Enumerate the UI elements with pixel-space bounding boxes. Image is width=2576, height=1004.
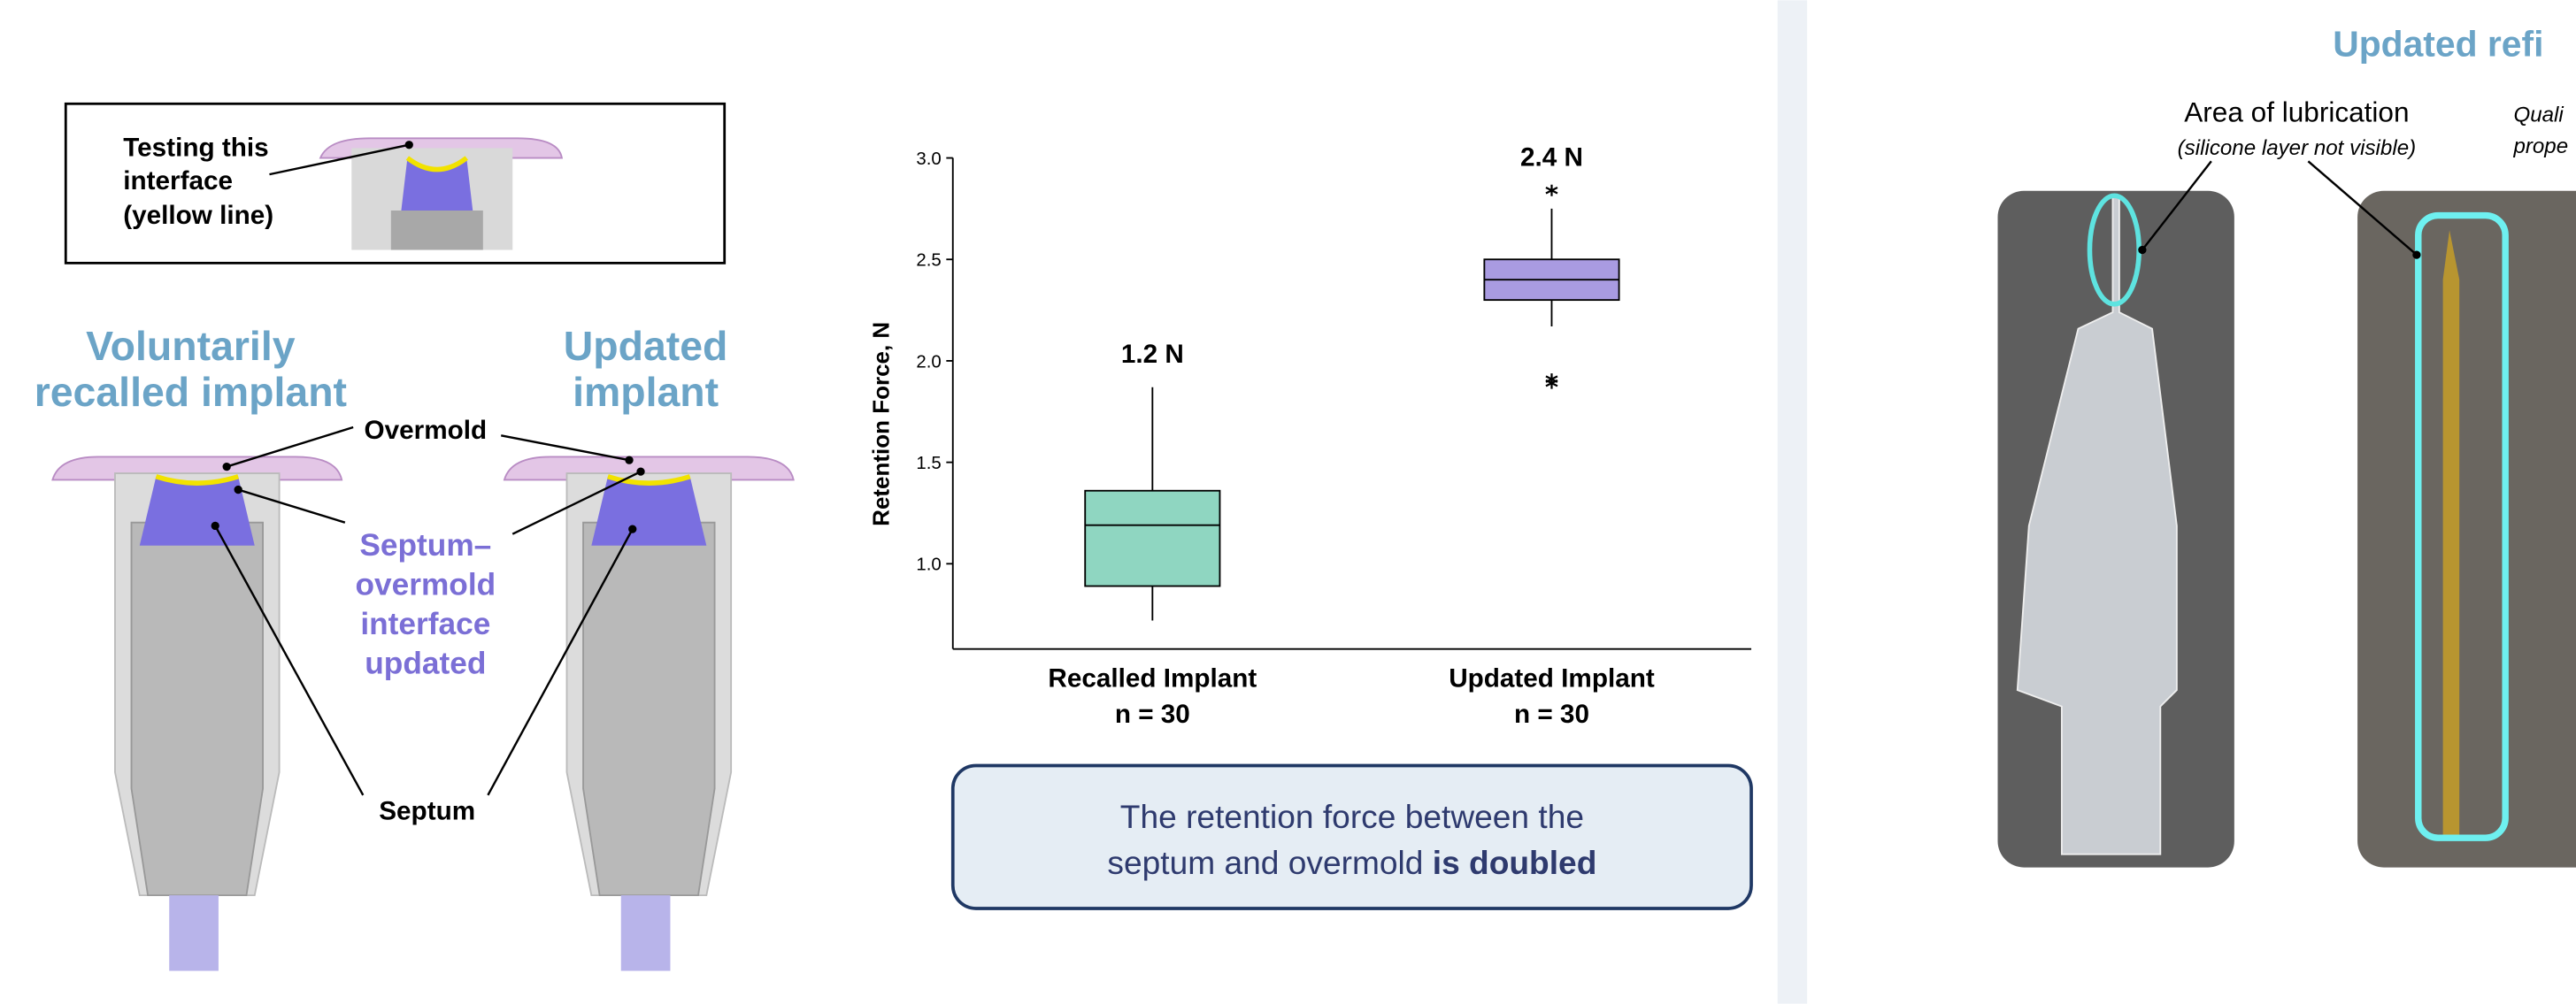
- pointer-dot: [2412, 250, 2420, 258]
- label: updated: [365, 647, 486, 681]
- pointer-dot: [2138, 246, 2146, 254]
- heading: Voluntarily: [86, 323, 296, 369]
- y-tick-label: 2.0: [916, 352, 941, 372]
- heading: implant: [573, 369, 719, 415]
- divider: [1778, 0, 1807, 1003]
- callout-box: [953, 765, 1751, 908]
- box: [1085, 491, 1219, 586]
- cut-text: prope: [2512, 134, 2568, 158]
- callout-text: septum and overmold is doubled: [1107, 844, 1596, 881]
- panel-title: Updated refi: [2333, 23, 2543, 64]
- test-label: (yellow line): [123, 201, 273, 230]
- sample-size: n = 30: [1115, 700, 1190, 729]
- photo-2: [2357, 191, 2576, 868]
- callout-bold: is doubled: [1433, 844, 1597, 881]
- pointer-dot: [405, 141, 413, 149]
- y-tick-label: 1.5: [916, 454, 941, 473]
- callout-text: septum and overmold: [1107, 844, 1432, 881]
- y-axis-label: Retention Force, N: [867, 322, 894, 526]
- y-tick-label: 2.5: [916, 251, 941, 271]
- photo-note: (silicone layer not visible): [2178, 136, 2417, 160]
- slide: Testing this interface (yellow line) Vol…: [0, 0, 2576, 1004]
- label: Overmold: [365, 416, 488, 445]
- label: overmold: [355, 567, 496, 602]
- test-label: Testing this: [123, 134, 268, 163]
- sample-size: n = 30: [1514, 700, 1589, 729]
- heading: recalled implant: [35, 369, 347, 415]
- label: Septum: [379, 797, 475, 826]
- callout-text: The retention force between the: [1120, 798, 1584, 835]
- photo-1: [1998, 191, 2234, 868]
- y-tick-label: 1.0: [916, 556, 941, 575]
- cut-text: Quali: [2513, 103, 2564, 127]
- x-tick-label: Recalled Implant: [1048, 663, 1257, 693]
- photo-label: Area of lubrication: [2184, 96, 2409, 128]
- box-label: 1.2 N: [1121, 340, 1184, 369]
- label: Septum–: [359, 528, 491, 563]
- x-tick-label: Updated Implant: [1449, 663, 1655, 693]
- label: interface: [360, 607, 490, 641]
- heading: Updated: [564, 323, 728, 369]
- y-tick-label: 3.0: [916, 149, 941, 169]
- box-label: 2.4 N: [1520, 142, 1583, 172]
- test-label: interface: [123, 166, 233, 195]
